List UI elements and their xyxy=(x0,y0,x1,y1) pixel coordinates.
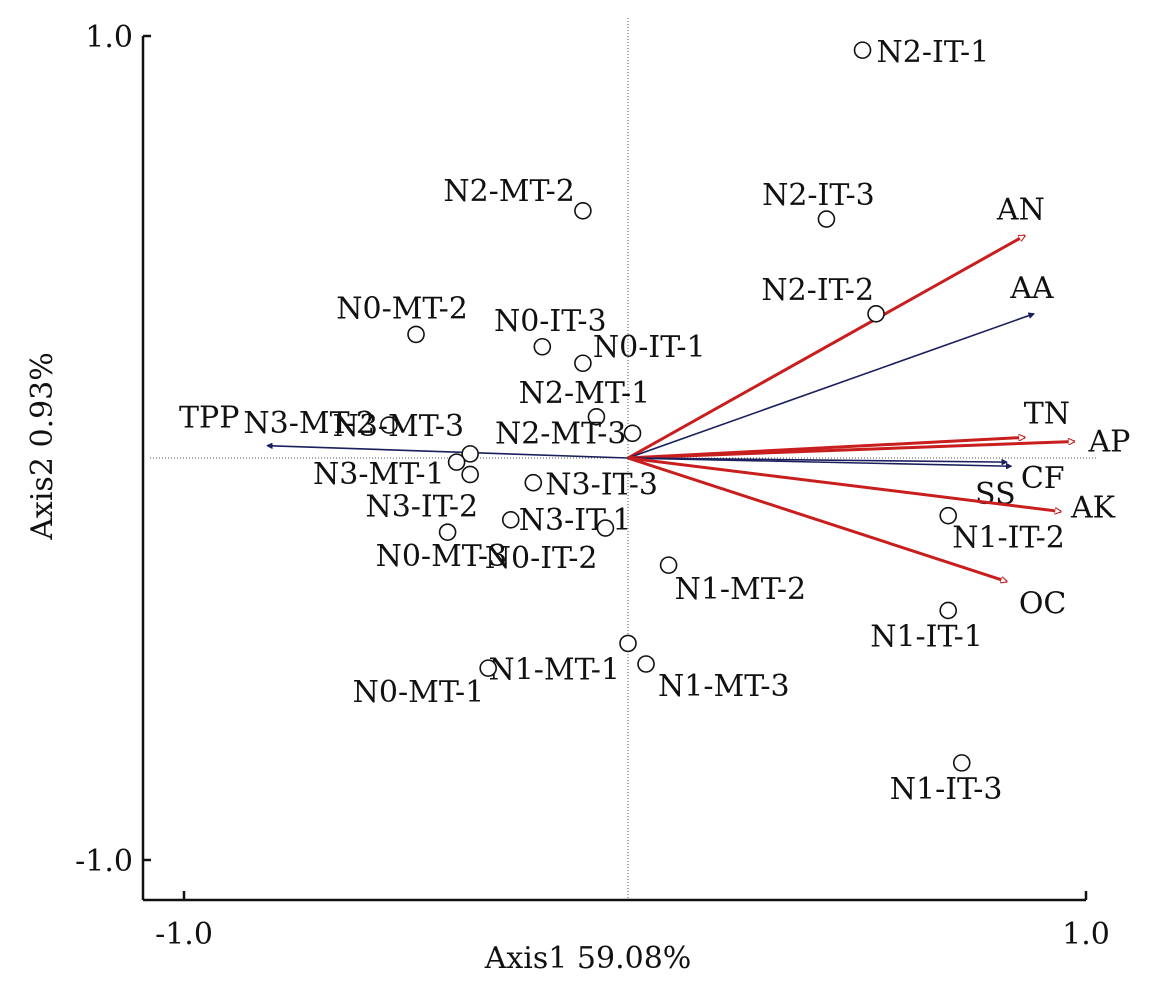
vector-label-ss: SS xyxy=(975,477,1016,512)
sample-point-n3-mt-2 xyxy=(380,416,398,434)
sample-point-n2-it-1 xyxy=(853,41,872,59)
vector-label-tn: TN xyxy=(1024,396,1070,431)
sample-point-n1-mt-2 xyxy=(659,556,678,574)
sample-point-n2-mt-3 xyxy=(623,424,642,443)
sample-point-n3-mt-1 xyxy=(447,453,466,471)
sample-label-n2-mt-1: N2-MT-1 xyxy=(519,376,651,411)
vector-label-aa: AA xyxy=(1009,271,1054,306)
sample-point-n2-it-3 xyxy=(817,210,836,228)
sample-label-n3-mt-2: N3-MT-2 xyxy=(243,406,375,441)
vector-label-tpp: TPP xyxy=(179,401,239,436)
vector-label-ap: AP xyxy=(1087,425,1130,460)
sample-label-n2-it-1: N2-IT-1 xyxy=(877,35,990,70)
sample-label-n3-it-1: N3-IT-1 xyxy=(519,503,632,538)
y-axis-title: Axis2 0.93% xyxy=(25,352,60,541)
sample-point-n0-it-3 xyxy=(533,337,552,356)
x-tick-label-left: -1.0 xyxy=(155,917,213,952)
sample-label-n3-mt-3: N3-MT-3 xyxy=(333,409,465,444)
sample-label-n0-it-2: N0-IT-2 xyxy=(485,541,598,576)
sample-label-n1-mt-1: N1-MT-1 xyxy=(488,652,620,687)
vector-arrow-oc xyxy=(627,456,1007,582)
sample-point-n1-it-1 xyxy=(939,601,958,620)
sample-label-n0-it-1: N0-IT-1 xyxy=(593,330,706,365)
sample-label-n2-it-2: N2-IT-2 xyxy=(761,273,874,308)
sample-label-n1-it-2: N1-IT-2 xyxy=(952,521,1065,556)
sample-point-n2-mt-1 xyxy=(587,407,606,426)
vector-arrow-tpp xyxy=(267,446,629,459)
sample-point-n2-mt-2 xyxy=(574,202,592,220)
sample-point-n1-mt-1 xyxy=(619,634,637,653)
sample-label-n2-mt-3: N2-MT-3 xyxy=(495,416,627,451)
sample-point-n1-it-3 xyxy=(952,754,971,772)
sample-point-n1-mt-3 xyxy=(637,655,655,673)
sample-label-n1-it-1: N1-IT-1 xyxy=(870,619,983,654)
y-tick-label-bottom: -1.0 xyxy=(75,844,133,879)
vector-label-ak: AK xyxy=(1070,491,1116,526)
vector-label-oc: OC xyxy=(1019,587,1067,622)
sample-label-n0-mt-3: N0-MT-3 xyxy=(376,539,508,574)
sample-label-n2-it-3: N2-IT-3 xyxy=(762,178,875,213)
sample-point-n0-mt-2 xyxy=(407,325,425,344)
sample-label-n0-mt-2: N0-MT-2 xyxy=(336,291,468,326)
sample-label-n1-it-3: N1-IT-3 xyxy=(890,772,1003,807)
sample-label-n1-mt-2: N1-MT-2 xyxy=(675,572,807,607)
vector-arrow-ss xyxy=(627,457,1011,466)
sample-label-n2-mt-2: N2-MT-2 xyxy=(443,174,575,209)
vector-arrow-aa xyxy=(627,314,1034,459)
sample-label-n3-it-2: N3-IT-2 xyxy=(365,489,478,524)
vector-arrow-an xyxy=(627,234,1025,460)
sample-point-n0-mt-3 xyxy=(438,523,457,541)
sample-label-n1-mt-3: N1-MT-3 xyxy=(658,669,790,704)
sample-label-n0-mt-1: N0-MT-1 xyxy=(353,675,485,710)
sample-point-n0-it-1 xyxy=(574,354,592,373)
sample-label-n3-it-3: N3-IT-3 xyxy=(545,468,658,503)
sample-point-n3-it-2 xyxy=(461,465,479,484)
sample-point-n0-mt-1 xyxy=(479,659,497,677)
sample-point-n3-it-3 xyxy=(524,473,543,492)
y-tick-label-top: 1.0 xyxy=(85,20,133,55)
sample-label-n3-mt-1: N3-MT-1 xyxy=(313,457,445,492)
sample-point-n3-mt-3 xyxy=(461,445,479,463)
vector-arrow-ap xyxy=(627,442,1074,460)
vector-label-cf: CF xyxy=(1021,461,1065,496)
x-tick-label-right: 1.0 xyxy=(1062,917,1110,952)
vector-arrow-ak xyxy=(627,456,1061,512)
sample-point-n3-it-1 xyxy=(501,510,520,529)
sample-point-n0-it-2 xyxy=(596,519,615,537)
sample-point-n1-it-2 xyxy=(939,506,958,525)
x-axis-title: Axis1 59.08% xyxy=(484,941,692,976)
sample-point-n2-it-2 xyxy=(867,304,885,323)
sample-label-n0-it-3: N0-IT-3 xyxy=(494,304,607,339)
vector-label-an: AN xyxy=(996,193,1045,228)
